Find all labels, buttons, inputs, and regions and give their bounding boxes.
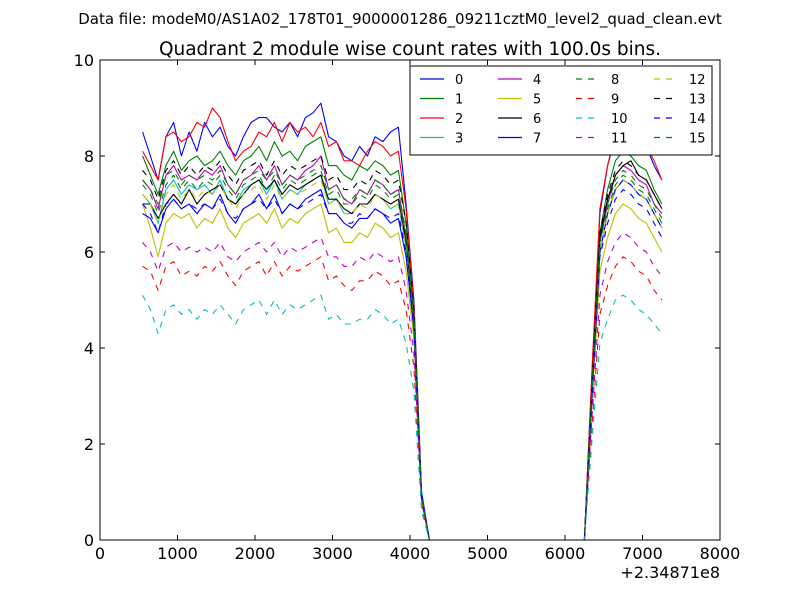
legend-box [409,65,713,156]
data-file-header: Data file: modeM0/AS1A02_178T01_90000012… [78,10,722,29]
x-tick-label: 0 [95,544,105,563]
series-line-8 [142,165,663,540]
legend-label-0: 0 [455,73,463,88]
legend-label-2: 2 [455,112,463,127]
y-tick-label: 4 [84,339,94,358]
series-lines [142,102,663,540]
y-tick-label: 2 [84,435,94,454]
legend-label-3: 3 [455,132,463,147]
series-line-2 [142,107,663,540]
series-line-0 [142,102,663,540]
x-tick-label: 6000 [545,544,586,563]
legend-label-12: 12 [689,73,706,88]
series-line-3 [142,174,663,540]
series-line-7 [142,179,663,540]
y-tick-label: 6 [84,243,94,262]
x-tick-label: 3000 [312,544,353,563]
x-tick-label: 8000 [700,544,741,563]
x-tick-label: 1000 [157,544,198,563]
series-line-13 [142,155,663,540]
x-offset-label: +2.34871e8 [620,563,720,582]
legend-label-7: 7 [533,132,541,147]
y-tick-label: 8 [84,147,94,166]
legend-label-9: 9 [611,93,619,108]
legend-label-1: 1 [455,93,463,108]
x-tick-label: 4000 [390,544,431,563]
legend-label-6: 6 [533,112,541,127]
y-tick-label: 10 [74,51,94,70]
series-line-5 [142,203,663,540]
series-line-12 [142,179,663,540]
series-line-15 [142,169,663,540]
legend-label-14: 14 [689,112,706,127]
legend-label-13: 13 [689,93,706,108]
series-line-9 [142,256,663,540]
x-tick-label: 7000 [622,544,663,563]
legend-label-5: 5 [533,93,541,108]
series-line-10 [142,294,663,540]
x-tick-label: 2000 [235,544,276,563]
legend-label-15: 15 [689,132,706,147]
legend-label-11: 11 [611,132,628,147]
legend-label-8: 8 [611,73,619,88]
legend-label-4: 4 [533,73,541,88]
series-line-14 [142,189,663,540]
chart-title: Quadrant 2 module wise count rates with … [159,39,661,60]
series-line-11 [142,232,663,540]
legend-label-10: 10 [611,112,628,127]
series-line-1 [142,136,663,540]
series-line-6 [142,160,663,540]
x-tick-label: 5000 [467,544,508,563]
y-tick-label: 0 [84,531,94,550]
